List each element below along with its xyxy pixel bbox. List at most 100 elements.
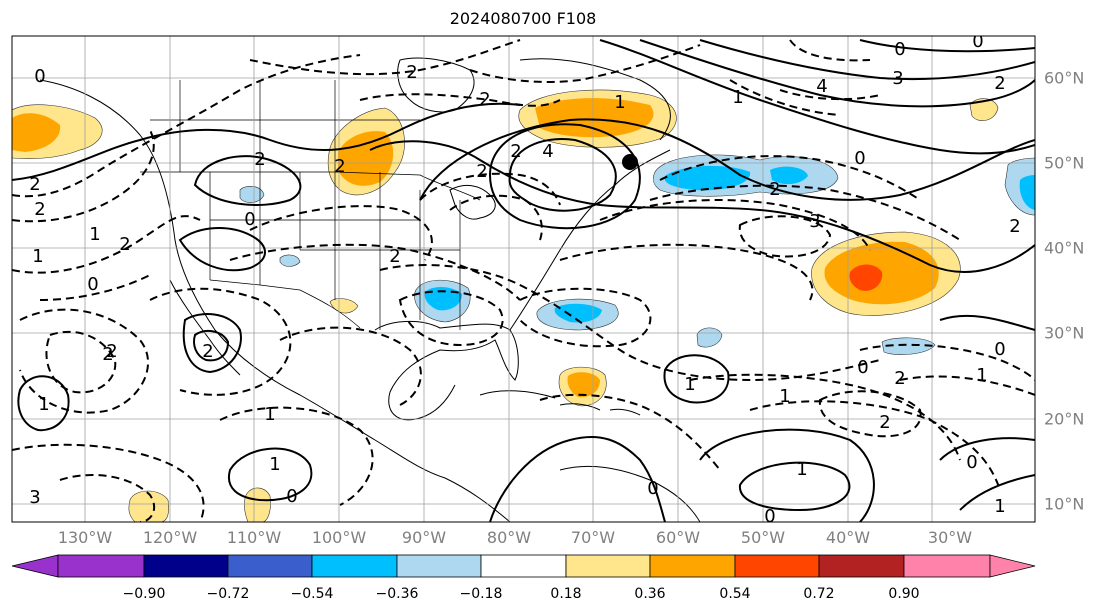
latitude-label: 60°N [1044,68,1085,88]
colorbar-tick-label: −0.72 [206,586,250,602]
dashed-contour [789,39,871,62]
contour-label: 2 [29,174,40,195]
solid-contour [178,227,266,272]
dashed-contour [249,205,433,261]
dashed-contour [539,393,721,471]
longitude-label: 50°W [740,528,786,547]
coastline-baja [169,279,241,376]
solid-contour [699,428,875,522]
positive-anomaly-region [849,264,883,291]
colorbar-tick-label: −0.36 [375,586,419,602]
contour-label: 2 [119,234,130,255]
dashed-contour [59,474,156,522]
contour-label: 2 [994,73,1005,94]
contour-label: 2 [389,246,400,267]
longitude-label: 60°W [655,528,701,547]
solid-contours [12,39,1035,522]
dashed-contour [859,343,1035,381]
political-borders [140,80,481,330]
colorbar-tick-label: −0.54 [290,586,334,602]
contour-label: 2 [34,199,45,220]
contour-label: 1 [264,404,275,425]
dashed-contour [379,264,881,382]
solid-contour [699,39,1035,81]
contour-label: 1 [269,454,280,475]
solid-contour [488,123,641,230]
dashed-contour [749,400,1001,491]
colorbar-bin [734,554,820,578]
solid-contour [489,435,666,522]
positive-anomaly-region [128,490,170,522]
contour-label: 1 [796,459,807,480]
solid-contour [663,354,730,404]
contour-label: 2 [1009,216,1020,237]
colorbar [11,554,1036,578]
negative-anomaly-region [279,254,301,267]
contour-label: 1 [684,374,695,395]
dashed-contour [519,287,652,348]
solid-contour [227,447,313,502]
positive-anomaly-region [969,98,999,121]
contour-label: 2 [769,179,780,200]
map-title: 2024080700 F108 [449,9,597,28]
colorbar-bin [649,554,736,578]
positive-anomaly-region [12,113,61,152]
colorbar-max-extension [989,554,1036,578]
contour-label: 2 [510,141,521,162]
dashed-contour [359,93,561,107]
contour-label: 0 [286,486,297,507]
dashed-contour [398,290,504,347]
colorbar-tick-label: 0.72 [803,586,835,602]
colorbar-tick-label: 0.90 [888,586,920,602]
dashed-contour [12,54,361,198]
longitude-label: 120°W [142,528,198,547]
solid-contour [12,102,521,181]
coastline-north-america-pacific [39,79,376,441]
negative-anomaly-region [424,286,462,311]
colorbar-bin [57,554,145,578]
colorbar-bin [396,554,482,578]
contour-label: 0 [244,209,255,230]
contour-label: 0 [34,66,45,87]
contour-label: 1 [32,246,43,267]
latitude-label: 50°N [1044,153,1085,173]
positive-anomaly-region [244,487,271,522]
contour-label: 0 [857,357,868,378]
contour-label: 2 [254,149,265,170]
colorbar-bin [818,554,905,578]
dashed-contour [249,39,521,76]
contour-label: 1 [89,224,100,245]
positive-anomaly-region [535,98,654,138]
colorbar-bin [227,554,313,578]
longitude-label: 70°W [570,528,616,547]
coastlines [39,57,701,522]
dashed-contour [659,155,921,201]
solid-contour [599,39,1035,155]
low-center-marker [622,154,638,170]
negative-anomaly-region [554,303,602,323]
contour-labels: 2 0 2 4 0 3 1 2 2 1 0 0 1 0 1 1 2 2 2 2 … [29,36,1020,522]
contour-label: 3 [29,487,40,508]
contour-label: 0 [966,452,977,473]
colorbar-bin [565,554,651,578]
coastline-great-lakes [449,184,496,220]
map-frame [11,35,1036,523]
colorbar-tick-label: 0.36 [634,586,666,602]
contour-label: 2 [202,341,213,362]
colorbar-tick-label: 0.18 [550,586,582,602]
dashed-contour [738,215,832,258]
dashed-contour [469,44,701,83]
contour-label: 0 [87,274,98,295]
dashed-contour [12,215,201,274]
dashed-contour [279,326,422,406]
dashed-contour [12,443,205,522]
contour-label: 0 [994,339,1005,360]
dashed-contour [39,274,151,301]
border-us-mexico [209,279,361,329]
dashed-contour [689,373,961,461]
contour-label: 0 [854,148,865,169]
latitude-label: 40°N [1044,238,1085,258]
dashed-contour [559,243,814,301]
dashed-contour [649,184,961,241]
solid-contour [193,155,302,206]
